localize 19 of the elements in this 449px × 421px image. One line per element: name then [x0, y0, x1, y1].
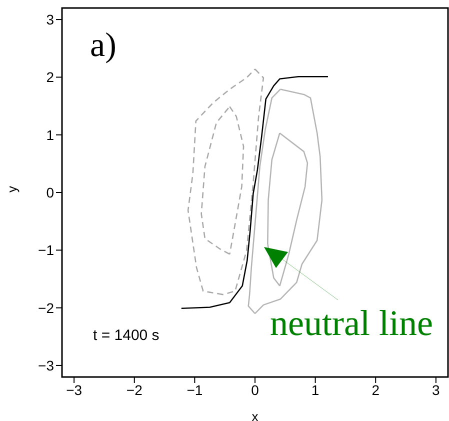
y-tick-label: 3	[46, 12, 54, 28]
y-tick-label: −1	[38, 242, 54, 258]
annotation: a)	[90, 27, 116, 64]
annotation: neutral line	[270, 303, 433, 343]
x-axis-title: x	[252, 409, 259, 421]
y-tick-label: 0	[46, 184, 54, 200]
x-tick-label: 2	[372, 382, 380, 398]
x-tick-label: 1	[311, 382, 320, 398]
x-tick-label: 3	[432, 382, 440, 398]
y-axis-title: y	[4, 186, 20, 192]
x-tick-label: −3	[66, 382, 82, 398]
annotation: t = 1400 s	[93, 327, 160, 344]
x-tick-label: −2	[126, 382, 143, 398]
y-tick-label: −2	[38, 300, 54, 316]
x-tick-label: 0	[251, 382, 260, 398]
y-tick-label: −3	[38, 357, 54, 374]
y-tick-label: 2	[46, 69, 54, 86]
x-tick-label: −1	[186, 382, 203, 398]
y-tick-label: 1	[46, 126, 54, 143]
